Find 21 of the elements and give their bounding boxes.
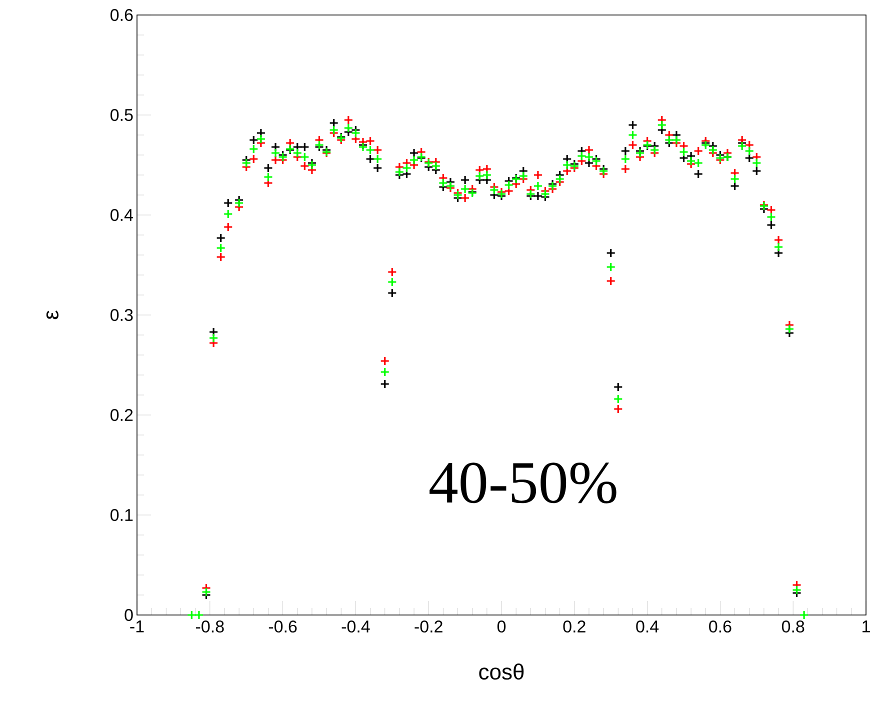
y-axis-title: ε (46, 310, 58, 320)
y-tick-label: 0.2 (110, 408, 133, 422)
x-tick-label: 0.6 (709, 620, 732, 633)
x-axis-title: cosθ (479, 664, 524, 680)
y-tick-label: 0.5 (110, 108, 133, 122)
y-tick-label: 0.3 (110, 308, 133, 322)
x-tick-label: -0.4 (342, 620, 370, 633)
y-tick-label: 0.4 (110, 208, 133, 222)
x-tick-label: 0.8 (782, 620, 804, 633)
x-tick-label: 0.4 (636, 620, 659, 633)
x-tick-label: -1 (130, 620, 144, 632)
y-tick-label: 0.1 (110, 508, 133, 522)
x-tick-label: -0.6 (268, 620, 297, 633)
x-tick-label: -0.8 (196, 620, 224, 633)
y-tick-label: 0.6 (110, 8, 133, 22)
x-tick-label: 0 (497, 620, 506, 633)
x-tick-label: 1 (862, 620, 870, 632)
x-tick-label: 0.2 (563, 620, 586, 633)
annotation: 40-50% (430, 462, 616, 504)
x-tick-label: -0.2 (414, 620, 442, 633)
y-tick-label: 0 (124, 608, 133, 622)
